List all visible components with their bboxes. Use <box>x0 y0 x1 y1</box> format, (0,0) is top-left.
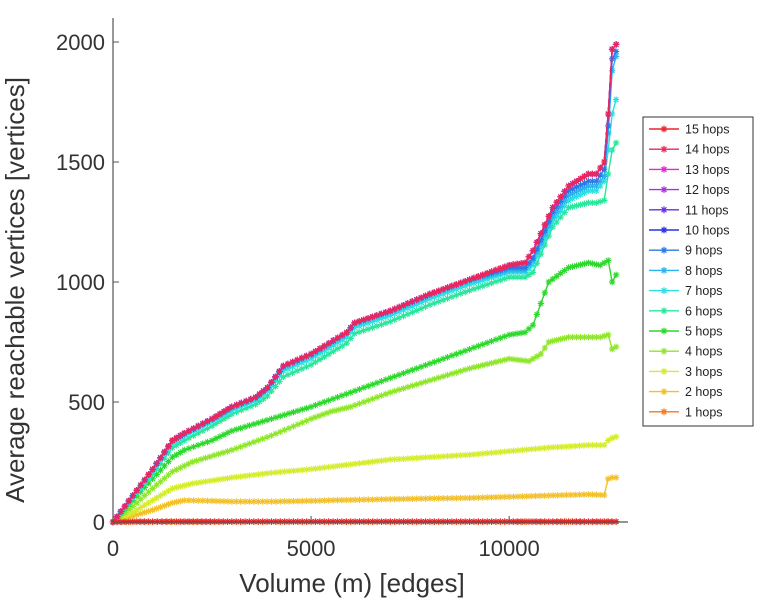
legend-marker <box>660 347 668 355</box>
legend-item: 5 hops <box>649 325 723 339</box>
y-tick-label: 0 <box>93 510 105 535</box>
legend-label: 15 hops <box>685 123 729 137</box>
legend-label: 4 hops <box>685 345 723 359</box>
legend-marker <box>660 267 668 274</box>
legend-label: 13 hops <box>685 163 729 177</box>
legend-label: 11 hops <box>685 203 729 217</box>
x-axis-title: Volume (m) [edges] <box>239 568 464 598</box>
legend-label: 10 hops <box>685 224 729 238</box>
legend-item: 8 hops <box>649 264 723 278</box>
legend-item: 7 hops <box>649 284 723 298</box>
x-tick-label: 0 <box>107 536 119 561</box>
legend-item: 11 hops <box>649 203 729 217</box>
legend-marker <box>660 408 668 416</box>
series-layer <box>109 41 620 526</box>
legend-item: 6 hops <box>649 304 723 318</box>
legend-marker <box>660 307 668 315</box>
legend-label: 2 hops <box>685 385 723 399</box>
legend-label: 3 hops <box>685 365 723 379</box>
y-tick-label: 500 <box>68 390 105 415</box>
legend-box <box>642 116 754 427</box>
legend-label: 9 hops <box>685 244 723 258</box>
legend-marker <box>660 327 668 335</box>
legend-marker <box>660 388 668 395</box>
legend-marker <box>660 368 668 375</box>
legend-item: 15 hops <box>649 123 729 137</box>
series-7-hops <box>109 96 620 526</box>
legend-item: 9 hops <box>649 244 723 258</box>
y-tick-label: 2000 <box>56 30 105 55</box>
ticks-layer: 0 500 1000 1500 2000 0 5000 10000 <box>56 30 540 561</box>
series-line <box>112 56 617 523</box>
legend-item: 12 hops <box>649 183 729 197</box>
series-markers <box>109 53 620 526</box>
axes-layer <box>112 18 628 523</box>
y-tick-label: 1500 <box>56 150 105 175</box>
legend-marker <box>660 145 668 153</box>
y-axis-title: Average reachable vertices [vertices] <box>0 77 30 503</box>
legend-marker <box>660 226 668 234</box>
legend-label: 6 hops <box>685 304 723 318</box>
series-markers <box>109 96 620 526</box>
legend-label: 1 hops <box>685 405 723 419</box>
legend-item: 1 hops <box>649 405 723 419</box>
series-markers <box>109 48 620 526</box>
legend-label: 7 hops <box>685 284 723 298</box>
legend-label: 5 hops <box>685 325 723 339</box>
legend-marker <box>660 166 668 173</box>
legend-label: 8 hops <box>685 264 723 278</box>
legend-marker <box>660 287 668 294</box>
legend-marker <box>660 125 668 133</box>
legend-marker <box>660 246 668 254</box>
x-tick-label: 10000 <box>479 536 540 561</box>
legend-item: 4 hops <box>649 345 723 359</box>
series-8-hops <box>109 53 620 526</box>
legend-item: 14 hops <box>649 143 729 157</box>
series-line <box>112 99 617 523</box>
legend-item: 2 hops <box>649 385 723 399</box>
series-9-hops <box>109 48 620 526</box>
legend-item: 13 hops <box>649 163 729 177</box>
legend-label: 14 hops <box>685 143 729 157</box>
legend-item: 10 hops <box>649 224 729 238</box>
legend: 15 hops 14 hops 13 hops 12 hops 11 hops 10 ho… <box>642 116 754 427</box>
legend-marker <box>660 206 668 214</box>
y-tick-label: 1000 <box>56 270 105 295</box>
x-tick-label: 5000 <box>287 536 336 561</box>
series-5-hops <box>109 257 620 526</box>
legend-marker <box>660 186 668 193</box>
legend-label: 12 hops <box>685 183 729 197</box>
legend-item: 3 hops <box>649 365 723 379</box>
